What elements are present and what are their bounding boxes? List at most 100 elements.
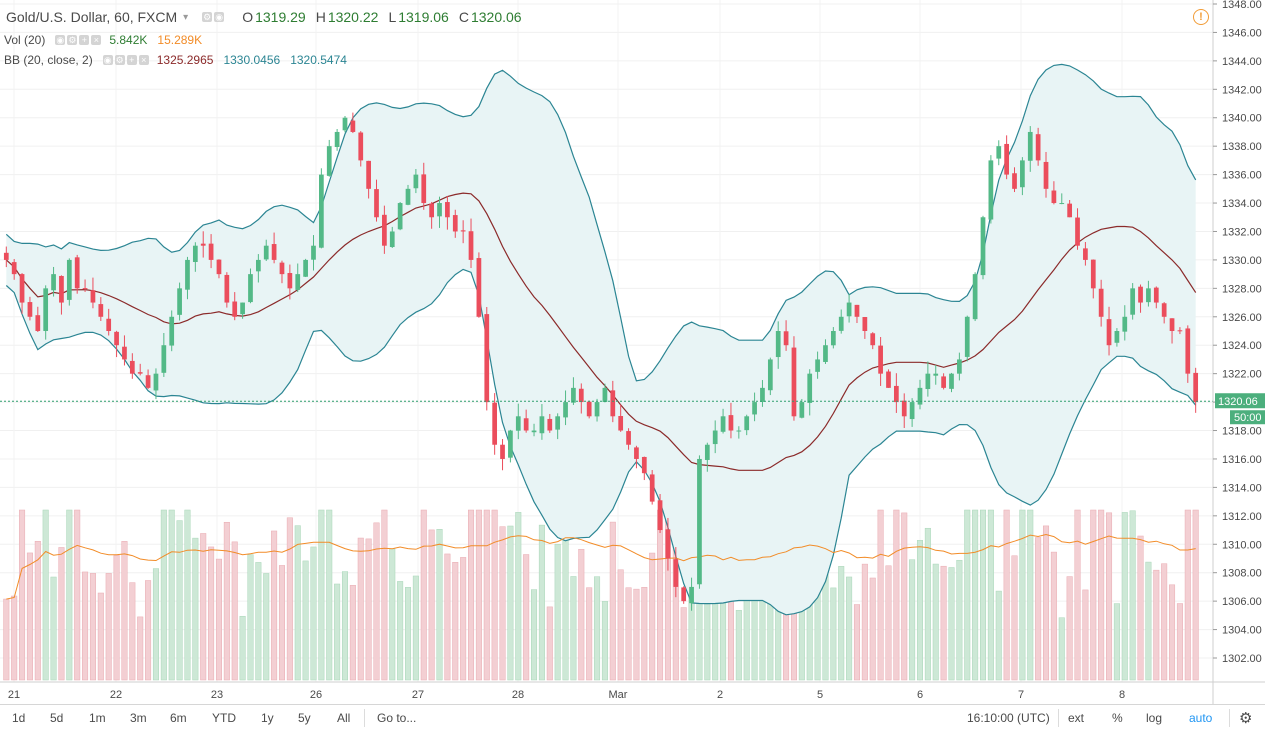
gear-icon[interactable]: ⚙ [1239, 710, 1253, 727]
log-toggle[interactable]: log [1146, 711, 1163, 725]
candle-body [27, 302, 33, 317]
candle-body [1098, 288, 1104, 317]
candle-body [374, 189, 379, 218]
range-5d[interactable]: 5d [50, 711, 64, 725]
goto-button[interactable]: Go to... [377, 711, 417, 725]
candle-body [799, 402, 805, 418]
candle-body [106, 318, 112, 331]
volume-bar [1113, 603, 1120, 681]
candle-body [626, 431, 631, 445]
volume-bar [1019, 509, 1026, 681]
volume-bar [869, 577, 876, 681]
symbol-dropdown-icon[interactable]: ▾ [183, 11, 189, 23]
candle-body [657, 500, 663, 531]
auto-toggle[interactable]: auto [1189, 711, 1213, 725]
volume-bar [893, 509, 900, 681]
candle-body [452, 215, 458, 232]
volume-bar [176, 520, 183, 681]
candle-body [807, 373, 813, 403]
candle-body [358, 132, 364, 161]
candle-body [846, 302, 852, 317]
volume-bar [381, 509, 388, 681]
candle-body [484, 314, 490, 403]
volume-bar [82, 571, 89, 681]
volume-controls[interactable]: ◉ ⚙ + × [55, 35, 102, 45]
ext-toggle[interactable]: ext [1068, 711, 1085, 725]
candle-body [11, 262, 17, 275]
volume-bar [247, 554, 254, 681]
volume-bar [1145, 561, 1152, 681]
range-6m[interactable]: 6m [170, 711, 187, 725]
candle-body [342, 117, 348, 131]
volume-bar [964, 509, 971, 681]
range-1m[interactable]: 1m [89, 711, 106, 725]
volume-study-name[interactable]: Vol (20) [4, 33, 46, 47]
volume-bar [1090, 509, 1097, 681]
volume-bar [586, 587, 593, 681]
candle-body [547, 418, 553, 431]
x-tick-label: 28 [512, 689, 524, 701]
candle-body [586, 401, 592, 417]
candle-body [82, 288, 88, 290]
volume-bar [1043, 525, 1050, 681]
candle-body [1130, 288, 1136, 315]
alert-icon[interactable]: ! [1193, 9, 1209, 25]
volume-bar [278, 565, 285, 681]
volume-bar [255, 562, 262, 681]
candle-body [862, 317, 868, 331]
symbol-controls[interactable]: ⚙ ◉ [202, 12, 225, 22]
volume-bar [357, 537, 364, 681]
candle-body [232, 301, 238, 317]
volume-bar [987, 509, 994, 681]
volume-bar [326, 509, 333, 681]
candle-body [192, 245, 198, 263]
volume-bar [42, 509, 49, 681]
close-icon: × [91, 35, 102, 45]
candle-body [610, 390, 616, 417]
utc-clock[interactable]: 16:10:00 (UTC) [967, 711, 1050, 725]
high-value: 1320.22 [327, 9, 379, 25]
candle-body [515, 416, 521, 431]
price-chart[interactable]: 1348.00 1346.00 1344.00 1342.00 1340.00 1338.… [0, 0, 1265, 705]
candle-body [405, 188, 411, 205]
volume-bar [625, 587, 632, 681]
range-3m[interactable]: 3m [130, 711, 147, 725]
candle-body [468, 231, 474, 260]
candle-body [1012, 173, 1017, 189]
y-tick-label: 1304.00 [1222, 625, 1262, 637]
x-tick-label: 2 [717, 689, 723, 701]
volume-bar [830, 587, 837, 681]
candlesticks [3, 112, 1199, 611]
candle-body [303, 259, 308, 277]
candle-body [413, 174, 419, 189]
percent-toggle[interactable]: % [1112, 711, 1123, 725]
candle-body [996, 146, 1002, 159]
range-1d[interactable]: 1d [12, 711, 26, 725]
bollinger-controls[interactable]: ◉ ⚙ + × [102, 55, 149, 65]
open-label: O [242, 9, 254, 25]
range-5y[interactable]: 5y [298, 711, 311, 725]
volume-bar [940, 565, 947, 681]
last-price-tag: 1320.06 50:00 [1215, 393, 1265, 425]
range-1y[interactable]: 1y [261, 711, 274, 725]
y-tick-label: 1336.00 [1222, 170, 1262, 182]
bollinger-upper-value: 1330.0456 [223, 53, 281, 67]
bottom-toolbar: 1d 5d 1m 3m 6m YTD 1y 5y All Go to... 16… [0, 704, 1265, 732]
range-ytd[interactable]: YTD [212, 711, 236, 725]
candle-body [760, 387, 765, 402]
volume-bar [1082, 589, 1089, 681]
volume-bar [349, 585, 356, 681]
volume-bar [515, 512, 522, 681]
time-axis[interactable]: 21 22 23 26 27 28 Mar 2 5 6 7 8 [8, 689, 1125, 701]
plus-icon: + [79, 35, 90, 45]
symbol-title[interactable]: Gold/U.S. Dollar, 60, FXCM [6, 9, 178, 25]
candle-body [279, 262, 285, 275]
bollinger-study-name[interactable]: BB (20, close, 2) [4, 53, 93, 67]
volume-bar [341, 571, 349, 681]
bar-countdown-label: 50:00 [1234, 412, 1262, 424]
volume-bar [318, 509, 325, 681]
candle-body [1193, 372, 1199, 403]
range-all[interactable]: All [337, 711, 351, 725]
close-value: 1320.06 [470, 9, 522, 25]
y-tick-label: 1322.00 [1222, 369, 1262, 381]
